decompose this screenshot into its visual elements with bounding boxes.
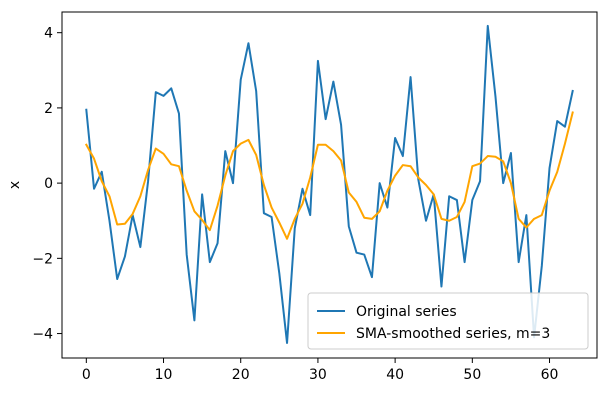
y-tick-label: 0	[44, 176, 53, 192]
legend-label-1: Original series	[356, 304, 457, 320]
x-tick-label: 20	[232, 367, 250, 383]
axes-frame	[61, 11, 598, 359]
plot-area-border	[61, 11, 598, 359]
x-tick-label: 10	[155, 367, 173, 383]
legend-label-2: SMA-smoothed series, m=3	[356, 326, 550, 342]
y-tick-label: 4	[44, 26, 53, 42]
x-tick-label: 60	[541, 367, 559, 383]
y-tick-label: −2	[32, 251, 53, 267]
legend-box	[307, 292, 589, 350]
y-axis-label: x	[7, 181, 23, 189]
x-tick-label: 0	[82, 367, 91, 383]
y-tick-label: 2	[44, 101, 53, 117]
x-tick-label: 30	[309, 367, 327, 383]
y-tick-label: −4	[32, 327, 53, 343]
x-tick-label: 50	[463, 367, 481, 383]
series-line-1	[85, 24, 574, 344]
legend: Original series SMA-smoothed series, m=3	[307, 292, 589, 350]
series-layer	[84, 24, 574, 344]
series-line-2	[84, 111, 574, 240]
x-tick-label: 40	[386, 367, 404, 383]
ticks-layer: 0 10 20 30 40 50 60 −4 −2 0 2 4	[32, 26, 558, 383]
